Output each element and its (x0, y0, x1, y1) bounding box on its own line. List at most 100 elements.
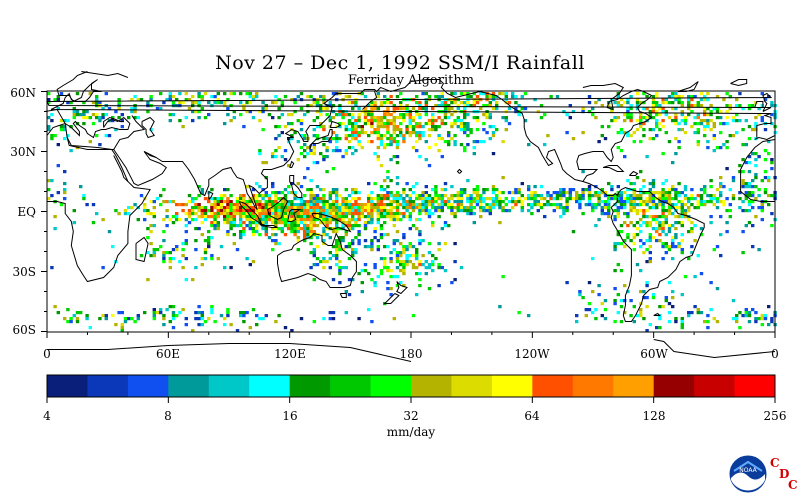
rain-cell (674, 206, 678, 210)
rain-cell (194, 218, 198, 222)
rain-cell (543, 197, 547, 201)
rain-cell (239, 230, 243, 234)
rain-cell (75, 92, 80, 96)
rain-cell (533, 194, 537, 198)
rain-cell (123, 212, 128, 216)
coastline (754, 135, 776, 141)
rain-cell (408, 212, 412, 216)
rain-cell (642, 242, 646, 246)
rain-cell (331, 167, 336, 171)
rain-cell (357, 125, 361, 129)
rain-cell (376, 95, 380, 99)
rain-cell (306, 104, 310, 108)
rain-cell (699, 200, 704, 204)
rain-cell (82, 197, 86, 201)
rain-cell (303, 200, 307, 204)
rain-cell (351, 197, 355, 201)
rain-cell (56, 143, 60, 147)
rain-cell (703, 185, 707, 189)
rain-cell (370, 215, 374, 219)
rain-cell (280, 104, 284, 108)
rain-cell (379, 185, 384, 189)
rain-cell (75, 317, 80, 321)
rain-cell (543, 203, 547, 207)
rain-cell (303, 176, 307, 180)
rain-cell (463, 191, 467, 195)
rain-cell (437, 116, 441, 120)
rain-cell (619, 98, 624, 102)
rain-cell (104, 92, 108, 96)
rain-cell (344, 230, 348, 234)
rain-cell (699, 98, 704, 102)
rain-cell (341, 218, 345, 222)
rain-cell (424, 266, 428, 270)
rain-cell (731, 119, 736, 123)
rain-cell (603, 212, 608, 216)
rain-cell (264, 203, 268, 207)
rain-cell (719, 185, 723, 189)
rain-cell (296, 239, 300, 243)
rain-cell (466, 113, 470, 117)
lon-label-0-end: 0 (771, 347, 779, 361)
rain-cell (594, 203, 598, 207)
rain-cell (383, 203, 387, 207)
rain-cell (408, 116, 412, 120)
rain-cell (226, 113, 230, 117)
rain-cell (296, 119, 300, 123)
rain-cell (575, 314, 579, 318)
coastline (289, 160, 295, 168)
rain-cell (264, 209, 268, 213)
rain-cell (677, 221, 681, 225)
coastline (311, 213, 352, 233)
rain-cell (184, 230, 188, 234)
rain-cell (459, 125, 464, 129)
rain-cell (581, 188, 585, 192)
rain-cell (306, 203, 310, 207)
rain-cell (296, 221, 300, 225)
rain-cell (619, 200, 624, 204)
coastline (501, 99, 705, 322)
rain-cell (370, 125, 374, 129)
rain-cell (168, 266, 172, 270)
rain-cell (635, 128, 640, 132)
rain-cell (635, 104, 640, 108)
rain-cell (440, 119, 444, 123)
rain-cell (440, 155, 444, 159)
rain-cell (722, 203, 726, 207)
rain-cell (760, 119, 764, 123)
rain-cell (677, 98, 681, 102)
rain-cell (434, 206, 438, 210)
rain-cell (309, 233, 313, 237)
rain-cell (424, 104, 428, 108)
rain-cell (354, 203, 358, 207)
rain-cell (504, 209, 508, 213)
rain-cell (485, 113, 489, 117)
rain-cell (312, 248, 316, 252)
rain-cell (312, 209, 316, 213)
rain-cell (389, 257, 393, 261)
rain-cell (261, 197, 265, 201)
rain-cell (728, 209, 732, 213)
rain-cell (674, 227, 678, 231)
rain-cell (520, 107, 524, 111)
rain-cell (213, 200, 217, 204)
rain-cell (303, 221, 307, 225)
rain-cell (335, 239, 339, 243)
rain-cell (664, 299, 668, 303)
rain-cell (383, 194, 387, 198)
rain-cell (168, 95, 172, 99)
rain-cell (383, 257, 387, 261)
rain-cell (379, 137, 384, 141)
rain-cell (277, 221, 281, 225)
rain-cell (197, 209, 201, 213)
rain-cell (680, 104, 684, 108)
rain-cell (373, 128, 377, 132)
rain-cell (635, 263, 640, 267)
rain-cell (312, 134, 316, 138)
rain-cell (533, 197, 537, 201)
rain-cell (351, 218, 355, 222)
rain-cell (232, 203, 236, 207)
rain-cell (392, 239, 396, 243)
rain-cell (258, 185, 262, 189)
rain-cell (315, 206, 320, 210)
